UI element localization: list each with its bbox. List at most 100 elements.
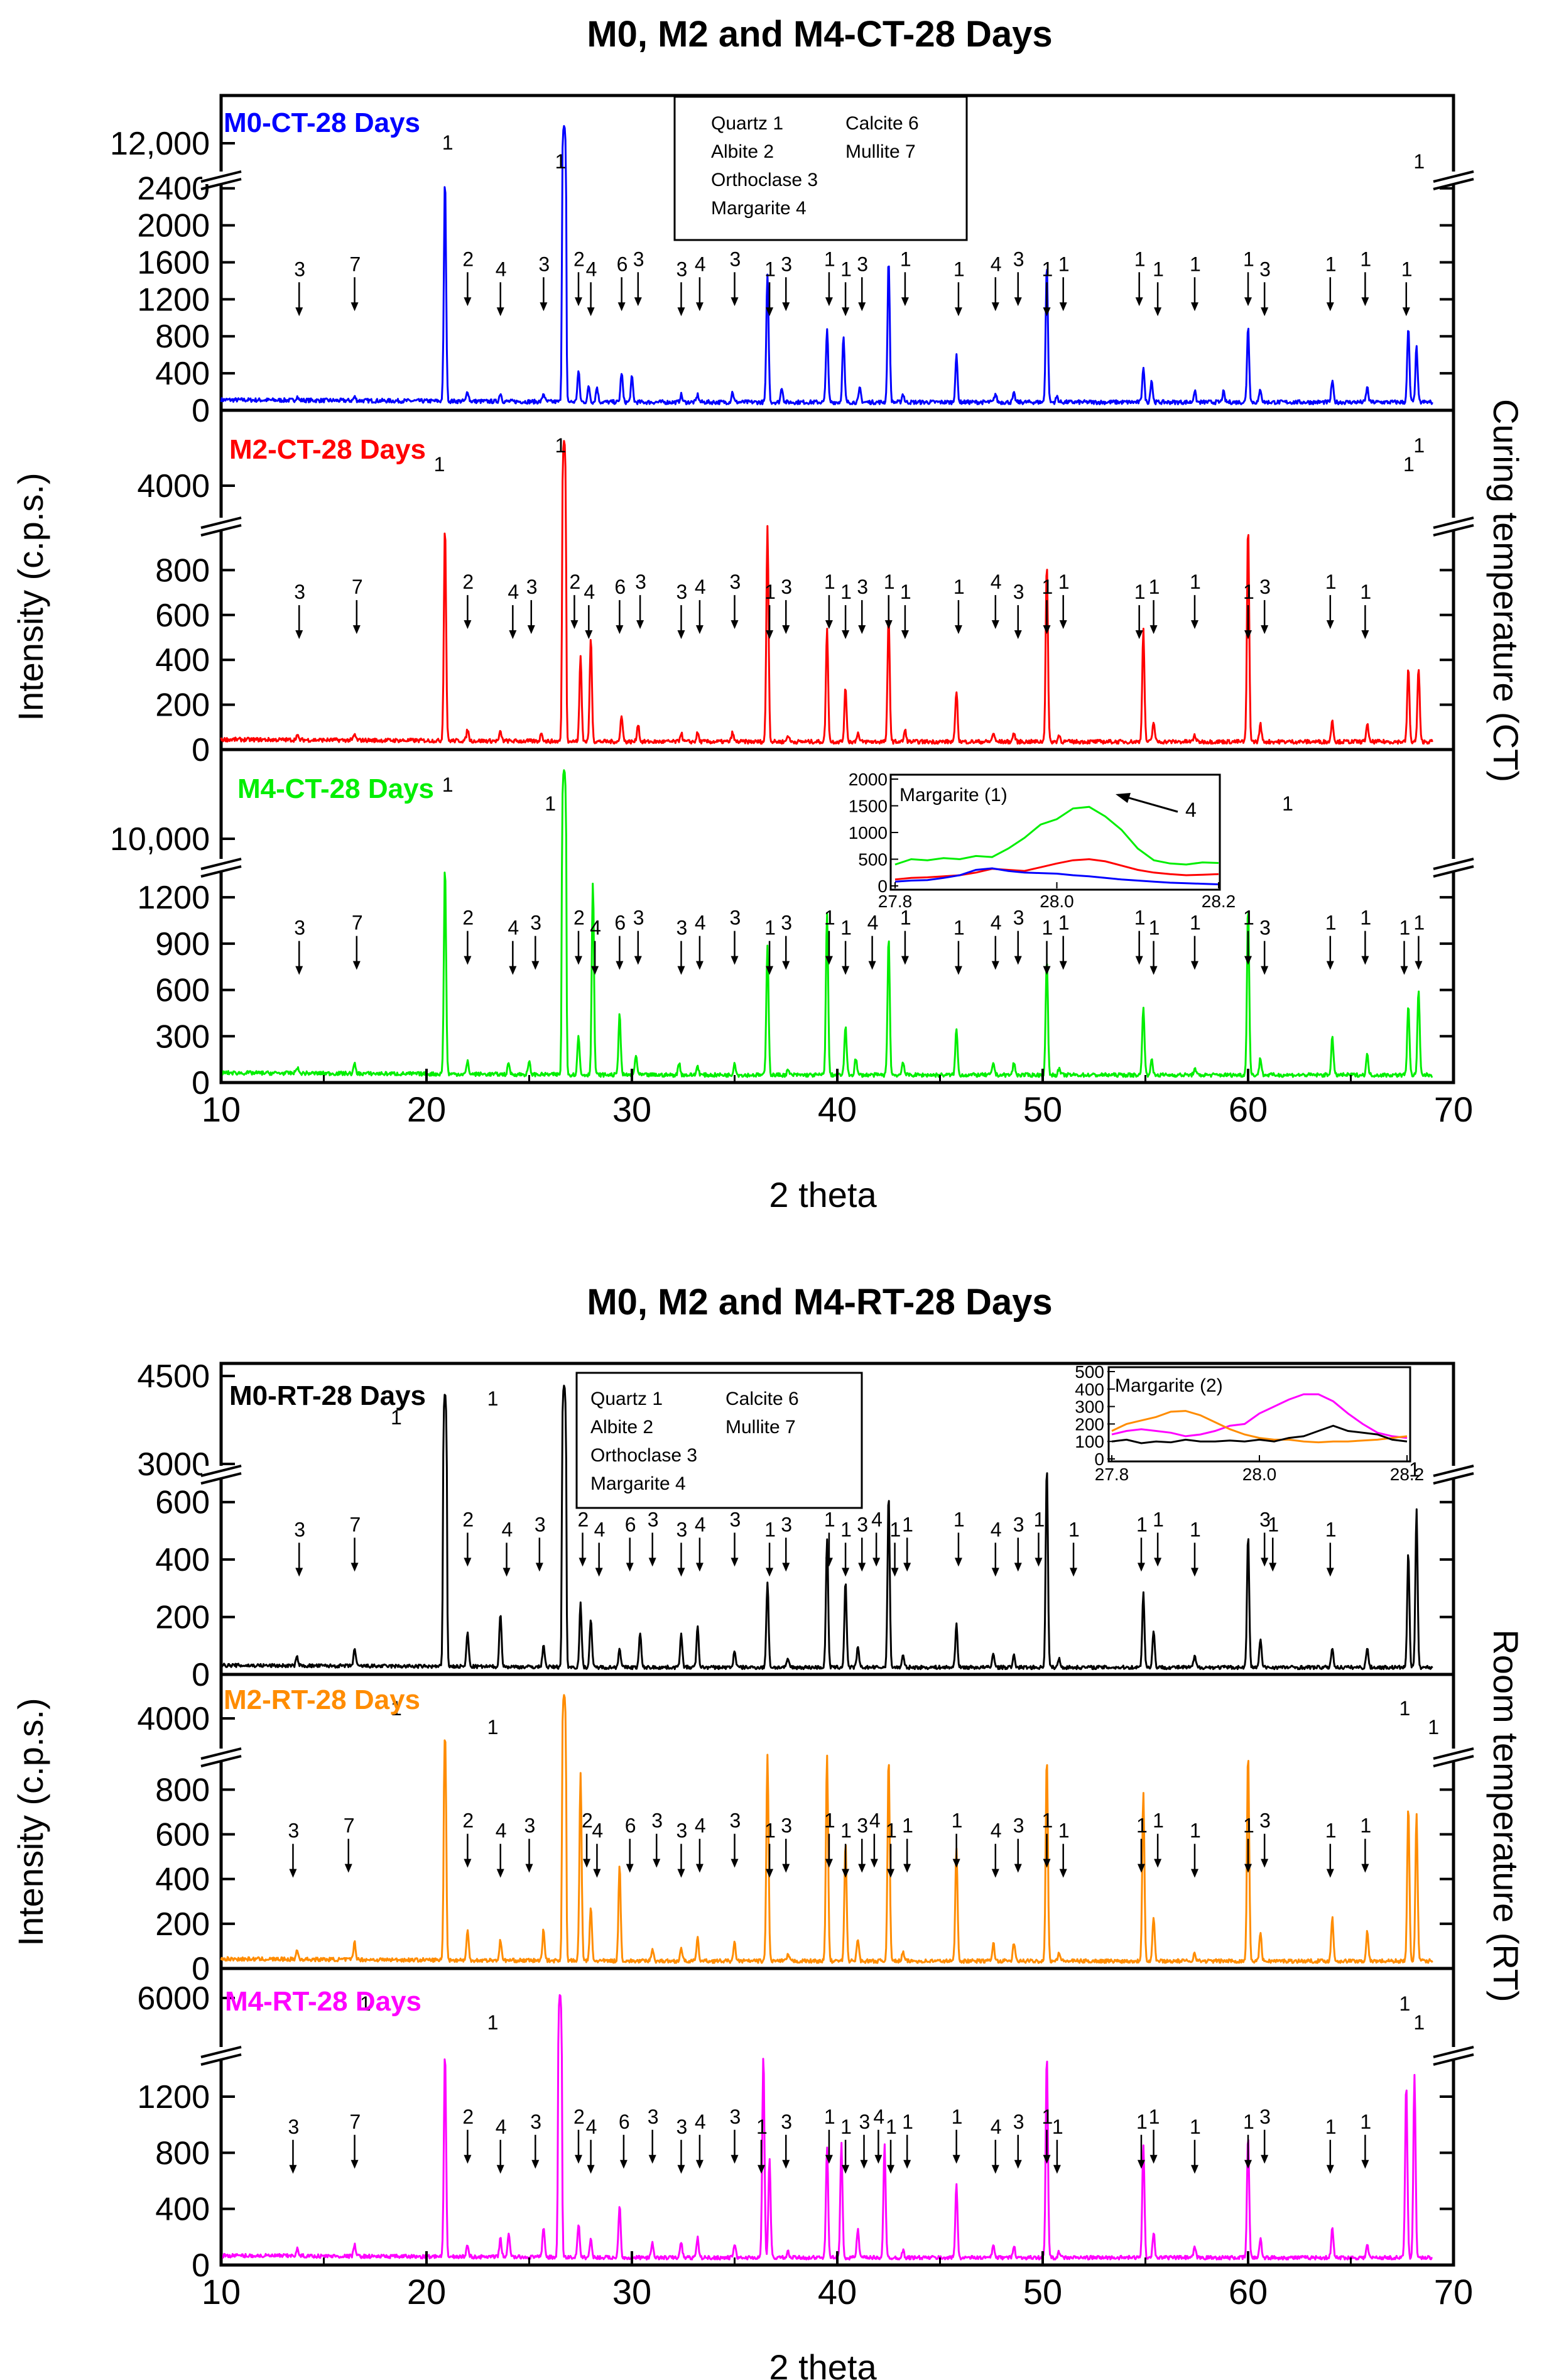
peak-label: 3: [538, 253, 550, 275]
peak-arrowhead: [1244, 1864, 1252, 1873]
peak-arrowhead: [1014, 2159, 1022, 2169]
peak-label: 1: [840, 581, 852, 603]
panel-label-m2-rt: M2-RT-28 Days: [224, 1684, 420, 1715]
peak-label: 3: [857, 1513, 868, 1536]
peak-label: 1: [954, 258, 965, 280]
axis-break-mark: [200, 1465, 242, 1477]
peak-arrowhead: [782, 1864, 790, 1873]
inset-axes: 0 500 1000 1500 2000 27.8 28.0 28.2: [849, 770, 1236, 911]
axis-break-mark: [1433, 516, 1474, 529]
peak-label: 1: [1190, 253, 1201, 275]
peak-arrowhead: [1059, 620, 1067, 630]
x-axis-label-ct: 2 theta: [769, 1175, 877, 1215]
y-tick-label: 4000: [137, 1701, 210, 1737]
peak-label: 1: [1325, 570, 1337, 593]
x-tick-label: 10: [202, 2272, 241, 2312]
peak-label: 4: [508, 581, 519, 603]
peak-arrowhead: [731, 956, 739, 965]
x-tick-label: 70: [1434, 1089, 1473, 1129]
peak-arrowhead: [1244, 630, 1252, 640]
peak-label: 1: [952, 1810, 963, 1832]
inset-x-tick-label: 27.8: [1095, 1465, 1129, 1484]
peak-label: 3: [676, 1518, 687, 1541]
peak-arrowhead: [583, 1859, 591, 1868]
x-axis-rt: 10 20 30 40 50 60 70: [202, 2251, 1473, 2312]
peak-label: 3: [676, 2115, 687, 2138]
peak-label: 1: [1149, 576, 1160, 598]
inset-y-tick-label: 0: [1094, 1449, 1104, 1469]
y-axis-label-rt: Intensity (c.p.s.): [11, 1698, 50, 1946]
peak-label: 1: [840, 1518, 852, 1541]
peak-arrowhead: [295, 307, 303, 317]
peak-label: 1: [1243, 248, 1254, 270]
peak-arrowhead: [531, 2159, 540, 2169]
peak-label: 3: [294, 581, 305, 603]
x-tick-label: 50: [1023, 1089, 1062, 1129]
inset-y-tick-label: 1500: [849, 797, 888, 816]
peak-arrowhead: [648, 1558, 656, 1567]
peak-label: 1: [1033, 1508, 1045, 1531]
peak-arrowhead: [901, 297, 909, 307]
y-tick-label: 0: [192, 1951, 210, 1987]
y-tick-label: 2000: [137, 208, 210, 244]
peak-arrowhead: [626, 1864, 634, 1873]
peak-arrowhead: [1059, 302, 1067, 312]
axis-break-mark: [200, 524, 242, 537]
peak-label: 1: [1149, 2105, 1160, 2128]
inset-x-tick-label: 28.0: [1242, 1465, 1277, 1484]
inset-arrow-label: 1: [1409, 1458, 1420, 1481]
peak-label: 1: [1325, 912, 1337, 934]
peak-label: 1: [764, 917, 776, 939]
peak-arrowhead: [887, 1869, 895, 1878]
peak-label: 1: [886, 2115, 897, 2138]
peak-arrowhead: [464, 956, 472, 965]
peak-label: 4: [695, 2110, 706, 2133]
peak-label: 3: [781, 1815, 792, 1837]
peak-arrowhead: [619, 2159, 628, 2169]
peak-label: 1: [1068, 1518, 1080, 1541]
peak-arrowhead: [1190, 1568, 1198, 1577]
y-tick-label: 400: [155, 356, 210, 392]
peak-arrowhead: [901, 956, 909, 965]
peak-label: 7: [352, 576, 363, 598]
panel-label-m0-ct: M0-CT-28 Days: [224, 107, 420, 138]
peak-label: 2: [462, 1508, 474, 1531]
peak-arrowhead: [648, 2154, 656, 2164]
x-tick-label: 10: [202, 1089, 241, 1129]
peak-arrowhead: [842, 630, 850, 640]
legend-item-quartz: Quartz 1: [590, 1389, 663, 1409]
peak-label: 6: [625, 1815, 636, 1837]
x-tick-label: 70: [1434, 2272, 1473, 2312]
peak-arrowhead: [1190, 2164, 1198, 2174]
peak-label: 3: [294, 917, 305, 939]
peak-arrowhead: [677, 1869, 685, 1878]
peak-arrowhead: [1154, 307, 1162, 317]
peak-arrowhead: [1261, 1558, 1269, 1567]
peak-arrowhead: [509, 966, 517, 975]
peak-arrowhead: [1415, 961, 1423, 970]
y-axis-m2-rt: 0 200 400 600 800 4000: [137, 1701, 1474, 1987]
legend-item-quartz: Quartz 1: [711, 113, 783, 134]
peak-label: 3: [857, 1815, 868, 1837]
peak-arrowhead: [858, 1563, 866, 1572]
peak-label: 6: [614, 576, 626, 598]
y-tick-label: 1200: [137, 880, 210, 916]
peak-arrowhead: [1244, 956, 1252, 965]
legend-item-orthoclase: Orthoclase 3: [711, 170, 818, 190]
peak-label: 2: [578, 1508, 589, 1531]
right-label-rt: Room temperature (RT): [1486, 1629, 1526, 2002]
inset-series-m2-ct: [894, 858, 1219, 881]
peak-arrowhead: [344, 1864, 352, 1873]
xrd-trace-m0-ct: [220, 125, 1433, 405]
peak-label: 3: [730, 1508, 741, 1531]
peak-label: 3: [1259, 258, 1271, 280]
y-tick-label: 0: [192, 1657, 210, 1693]
peak-arrowhead: [758, 2164, 766, 2174]
xrd-trace-m2-ct: [220, 440, 1433, 745]
y-tick-label: 200: [155, 1906, 210, 1943]
peak-label: 3: [676, 581, 687, 603]
legend-box: [673, 96, 968, 241]
inset-y-tick-label: 2000: [849, 770, 888, 789]
top-figure-title: M0, M2 and M4-CT-28 Days: [587, 14, 1052, 55]
